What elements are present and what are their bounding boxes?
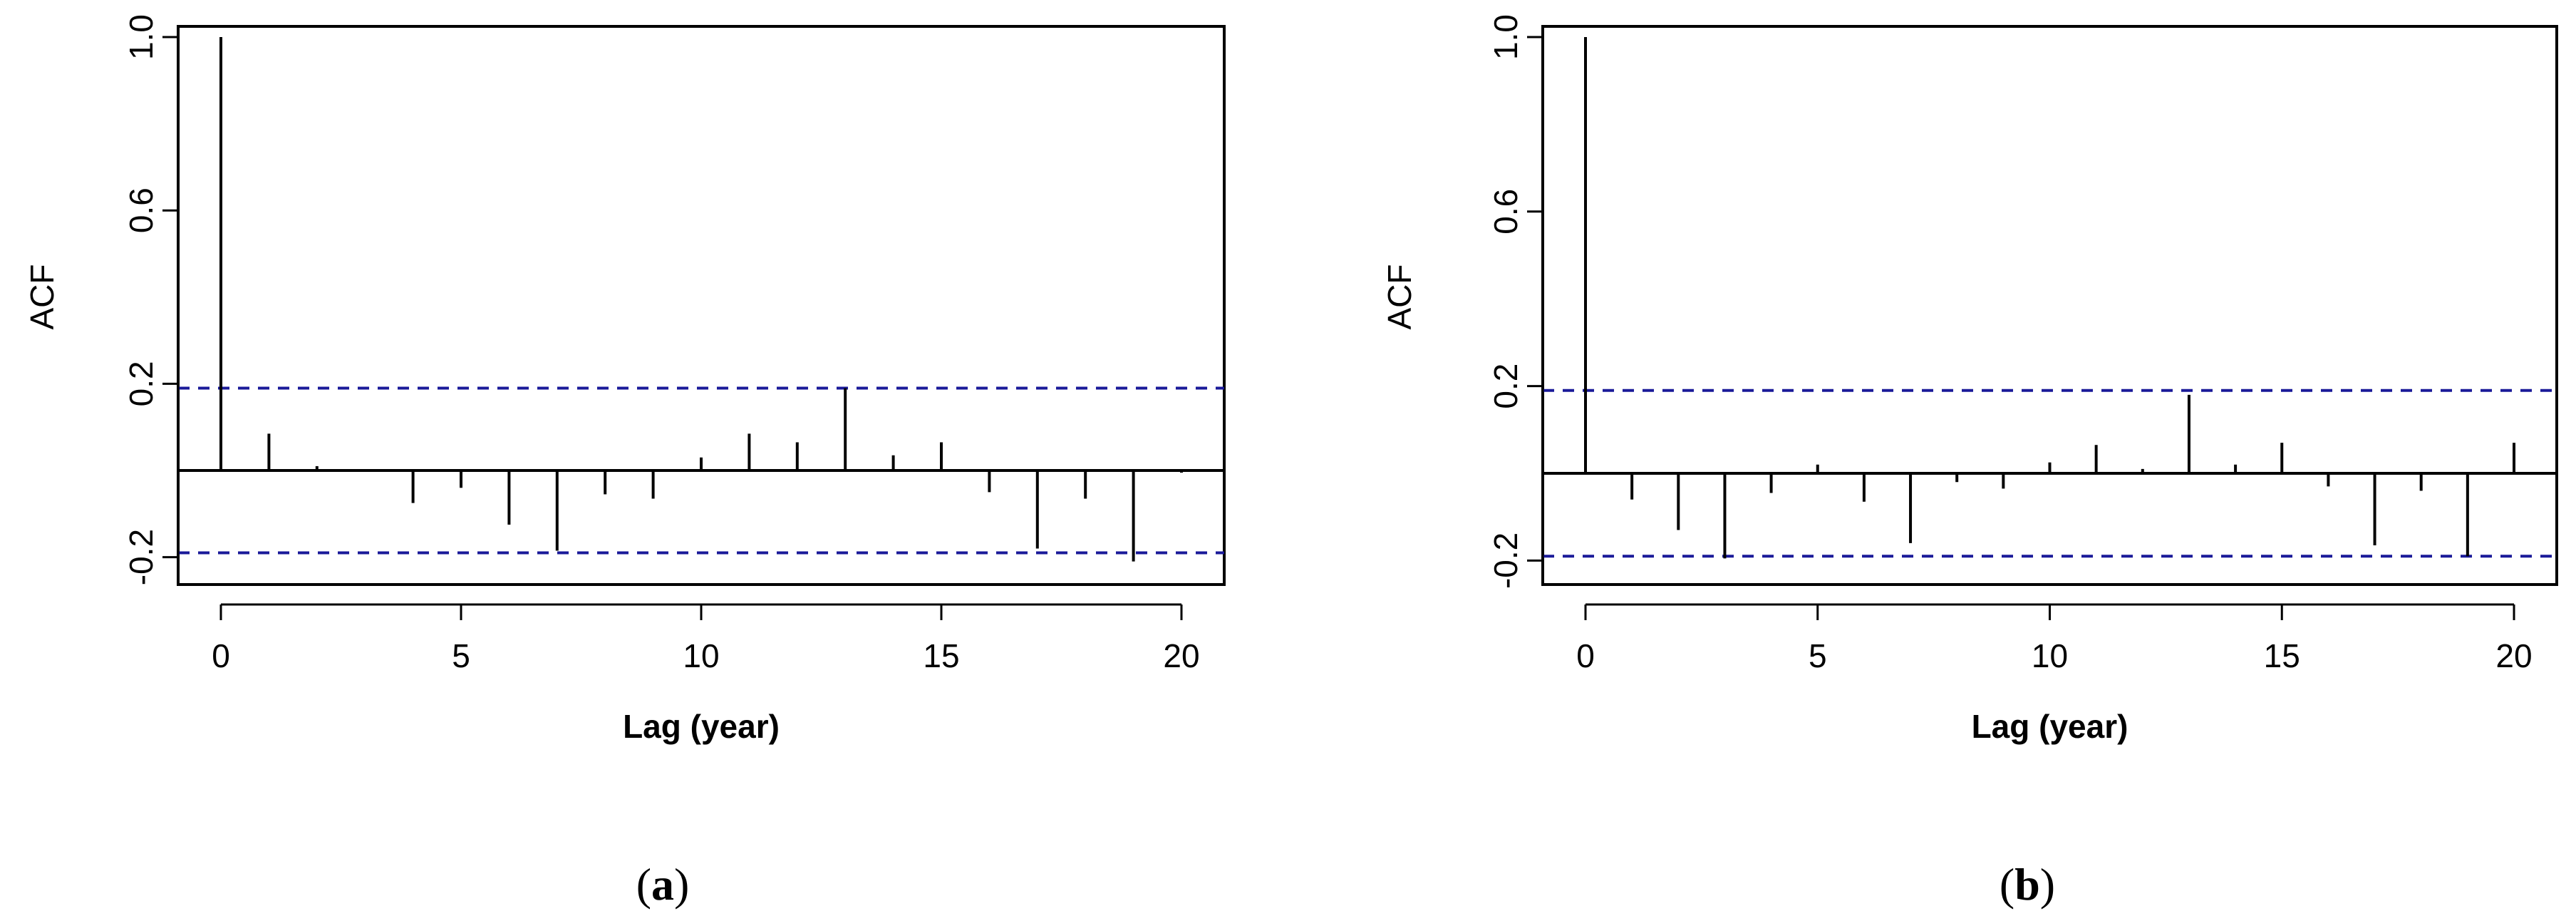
y-tick-label: 0.2 xyxy=(1487,364,1524,409)
x-tick-label: 5 xyxy=(1809,637,1827,674)
panel-caption-letter: b xyxy=(2014,859,2040,910)
y-axis-title: ACF xyxy=(24,264,61,330)
y-tick-label: -0.2 xyxy=(1487,532,1524,589)
x-tick-label: 10 xyxy=(683,637,719,674)
x-tick-label: 15 xyxy=(923,637,959,674)
plot-frame xyxy=(1541,25,2558,586)
panel-caption: (a) xyxy=(636,859,690,910)
y-tick-label: 1.0 xyxy=(123,14,160,60)
panel-caption-letter: a xyxy=(651,859,674,910)
y-tick-label: 0.2 xyxy=(123,361,160,406)
x-tick-label: 15 xyxy=(2264,637,2300,674)
x-tick-label: 10 xyxy=(2032,637,2068,674)
x-tick-label: 0 xyxy=(212,637,230,674)
x-axis-title: Lag (year) xyxy=(623,708,780,745)
x-tick-label: 20 xyxy=(2495,637,2532,674)
x-axis-title: Lag (year) xyxy=(1972,708,2128,745)
x-tick-label: 5 xyxy=(452,637,470,674)
acf-panel-a: -0.2 0.2 0.6 1.0 0 5 10 15 20 Lag (year) ACF (a) xyxy=(24,14,1226,910)
plot-frame xyxy=(177,25,1226,586)
x-tick-label: 20 xyxy=(1163,637,1199,674)
panel-caption: (b) xyxy=(2000,859,2055,910)
y-tick-label: 0.6 xyxy=(123,187,160,233)
y-tick-label: 1.0 xyxy=(1487,14,1524,60)
y-tick-label: -0.2 xyxy=(123,529,160,585)
y-axis-title: ACF xyxy=(1381,264,1418,330)
x-tick-label: 0 xyxy=(1576,637,1595,674)
acf-panel-b: -0.2 0.2 0.6 1.0 0 5 10 15 20 Lag (year) ACF (b) xyxy=(1381,14,2558,910)
y-tick-label: 0.6 xyxy=(1487,189,1524,235)
